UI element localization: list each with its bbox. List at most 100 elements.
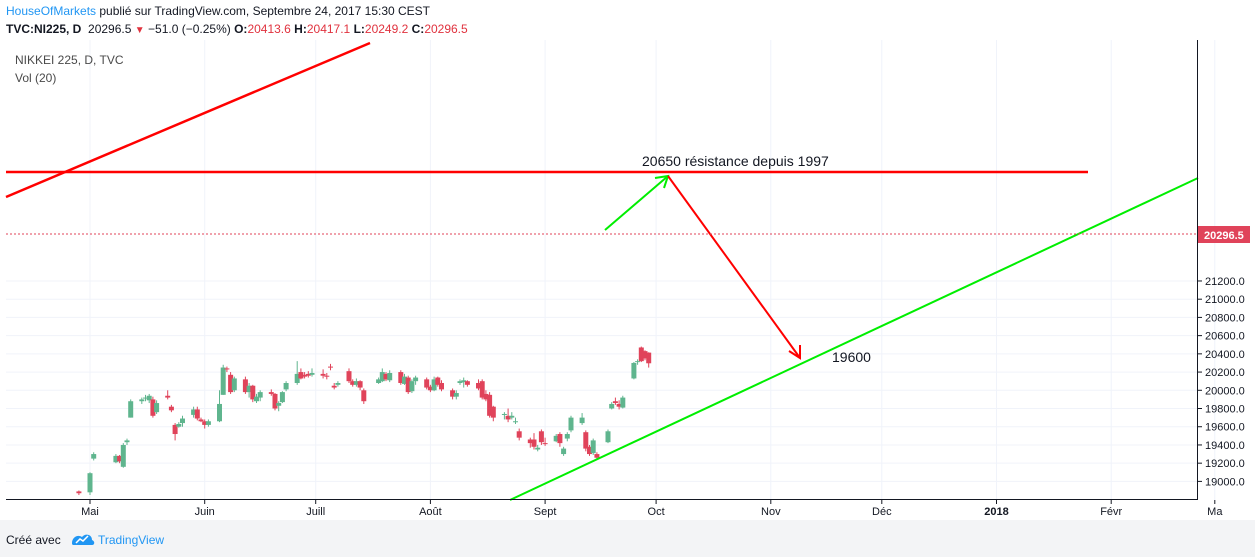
candle[interactable] xyxy=(513,417,518,424)
candle[interactable] xyxy=(464,380,470,387)
candle[interactable] xyxy=(87,472,93,496)
candle[interactable] xyxy=(305,371,311,378)
price-chart[interactable]: 20650 résistance depuis 1997 19600 19000… xyxy=(0,0,1255,520)
candle[interactable] xyxy=(535,444,541,452)
candle[interactable] xyxy=(509,412,515,420)
candle[interactable] xyxy=(487,392,493,418)
candle[interactable] xyxy=(435,376,441,387)
candle[interactable] xyxy=(424,377,430,390)
candle[interactable] xyxy=(335,381,341,387)
candle[interactable] xyxy=(542,437,548,446)
candle[interactable] xyxy=(272,393,278,411)
candle[interactable] xyxy=(194,406,200,421)
candle[interactable] xyxy=(91,452,97,461)
candle[interactable] xyxy=(331,383,337,390)
candle[interactable] xyxy=(620,395,626,409)
candle[interactable] xyxy=(128,399,134,418)
candle[interactable] xyxy=(176,422,182,428)
candle[interactable] xyxy=(279,391,285,404)
candle[interactable] xyxy=(583,430,589,452)
candle[interactable] xyxy=(531,433,537,450)
candle[interactable] xyxy=(476,379,481,391)
candle[interactable] xyxy=(346,368,352,384)
candle[interactable] xyxy=(527,437,533,448)
candle[interactable] xyxy=(143,394,148,402)
candle[interactable] xyxy=(609,402,615,410)
candle[interactable] xyxy=(398,370,404,385)
candle[interactable] xyxy=(612,397,618,405)
candle[interactable] xyxy=(246,383,252,398)
candle[interactable] xyxy=(324,372,330,380)
candle[interactable] xyxy=(205,419,211,427)
candle[interactable] xyxy=(268,389,274,396)
candle[interactable] xyxy=(379,368,385,383)
candle[interactable] xyxy=(172,423,178,441)
candle[interactable] xyxy=(383,372,389,382)
candle[interactable] xyxy=(579,413,585,425)
candle[interactable] xyxy=(564,432,570,442)
candle[interactable] xyxy=(638,346,644,363)
candle[interactable] xyxy=(501,412,507,420)
candle[interactable] xyxy=(146,393,152,404)
candle[interactable] xyxy=(298,368,304,380)
candle[interactable] xyxy=(646,352,652,368)
candle[interactable] xyxy=(453,390,459,400)
candle[interactable] xyxy=(309,368,315,377)
candle[interactable] xyxy=(76,490,82,496)
candle[interactable] xyxy=(538,429,544,445)
candle[interactable] xyxy=(568,415,574,433)
candle[interactable] xyxy=(561,446,567,456)
candle[interactable] xyxy=(350,379,356,387)
candle[interactable] xyxy=(294,361,300,385)
candle[interactable] xyxy=(257,390,263,402)
candle[interactable] xyxy=(376,377,382,384)
candle[interactable] xyxy=(113,454,119,464)
candle[interactable] xyxy=(402,373,407,385)
candle[interactable] xyxy=(254,393,259,404)
candle[interactable] xyxy=(409,379,415,394)
candle[interactable] xyxy=(198,417,204,423)
candle[interactable] xyxy=(202,419,208,429)
candle[interactable] xyxy=(642,350,648,361)
candle[interactable] xyxy=(587,444,592,456)
tradingview-link[interactable]: TradingView xyxy=(98,533,165,547)
candle[interactable] xyxy=(328,363,333,371)
candle[interactable] xyxy=(357,380,363,391)
candle[interactable] xyxy=(387,370,393,383)
candle[interactable] xyxy=(479,379,485,400)
candle[interactable] xyxy=(220,364,226,395)
candle[interactable] xyxy=(191,406,197,418)
candle[interactable] xyxy=(590,438,596,455)
candle[interactable] xyxy=(505,408,511,423)
candle[interactable] xyxy=(405,375,411,394)
candle[interactable] xyxy=(180,415,185,427)
candle[interactable] xyxy=(413,375,419,385)
candle[interactable] xyxy=(124,438,130,445)
candle[interactable] xyxy=(224,366,230,373)
candle[interactable] xyxy=(120,443,126,468)
candle[interactable] xyxy=(168,404,174,413)
candle[interactable] xyxy=(283,381,289,392)
candle[interactable] xyxy=(217,390,222,423)
candle[interactable] xyxy=(461,377,467,388)
candle[interactable] xyxy=(439,380,444,392)
candle[interactable] xyxy=(276,401,282,412)
candle[interactable] xyxy=(302,372,308,379)
candle[interactable] xyxy=(250,384,256,403)
candle[interactable] xyxy=(231,376,237,393)
candle[interactable] xyxy=(450,388,456,400)
candle[interactable] xyxy=(553,434,559,443)
candle[interactable] xyxy=(457,379,463,385)
candle[interactable] xyxy=(361,388,367,404)
candle[interactable] xyxy=(631,362,637,380)
candle[interactable] xyxy=(557,432,563,447)
candle[interactable] xyxy=(117,454,123,464)
candle[interactable] xyxy=(427,384,433,393)
candle[interactable] xyxy=(431,376,437,392)
candle[interactable] xyxy=(320,369,326,379)
candle[interactable] xyxy=(605,429,611,444)
candle[interactable] xyxy=(154,400,160,414)
author-link[interactable]: HouseOfMarkets xyxy=(6,4,97,18)
candle[interactable] xyxy=(228,372,234,394)
candle[interactable] xyxy=(139,397,145,404)
